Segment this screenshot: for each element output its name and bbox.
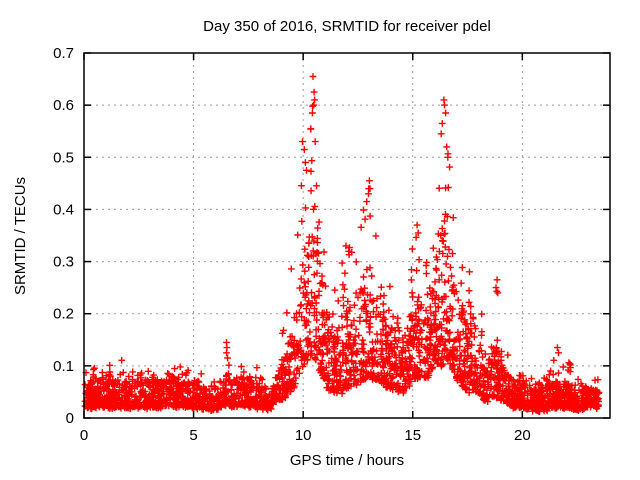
y-tick-label: 0.5 [53, 149, 74, 166]
x-tick-label: 20 [514, 427, 531, 444]
scatter-series-path [81, 73, 603, 415]
axis-ticks [83, 52, 610, 419]
x-tick-label: 10 [295, 427, 312, 444]
chart-title: Day 350 of 2016, SRMTID for receiver pde… [203, 18, 491, 35]
x-tick-labels: 0 5 10 15 20 [80, 427, 531, 444]
x-axis-label: GPS time / hours [290, 452, 404, 469]
y-tick-label: 0.4 [53, 201, 74, 218]
x-tick-label: 5 [189, 427, 197, 444]
scatter-points [81, 73, 603, 415]
y-tick-labels: 0 0.1 0.2 0.3 0.4 0.5 0.6 0.7 [53, 45, 74, 427]
y-tick-label: 0.6 [53, 97, 74, 114]
y-tick-label: 0.1 [53, 358, 74, 375]
x-tick-label: 15 [404, 427, 421, 444]
y-tick-label: 0.7 [53, 45, 74, 62]
plot-border [83, 52, 611, 419]
y-tick-label: 0.3 [53, 254, 74, 271]
x-tick-label: 0 [80, 427, 88, 444]
y-tick-label: 0 [66, 410, 74, 427]
y-tick-label: 0.2 [53, 306, 74, 323]
gridlines [84, 53, 610, 418]
y-axis-label: SRMTID / TECUs [12, 177, 29, 295]
